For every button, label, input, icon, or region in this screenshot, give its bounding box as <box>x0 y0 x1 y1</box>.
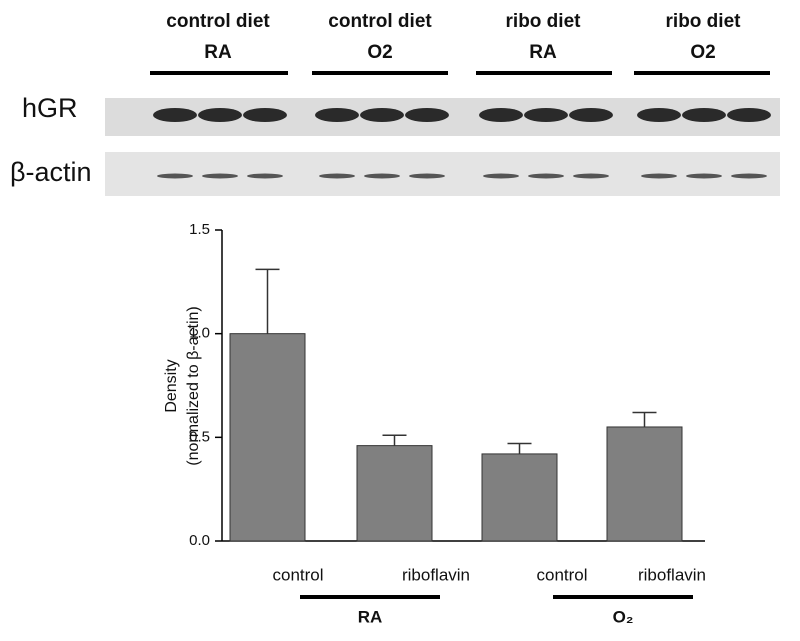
x-tick-label: control <box>536 565 587 584</box>
actin-band <box>157 173 193 179</box>
bar <box>356 445 433 542</box>
y-axis-label: (normalized to β-actin) <box>185 306 202 465</box>
actin-band <box>319 173 355 179</box>
blot-group-label: O2 <box>690 42 715 63</box>
actin-band <box>641 173 677 179</box>
actin-band <box>247 173 283 179</box>
hgr-band <box>727 108 771 122</box>
blot-group-label: O2 <box>367 42 392 63</box>
actin-band <box>364 173 400 179</box>
x-tick-label: control <box>272 565 323 584</box>
hgr-band <box>405 108 449 122</box>
hgr-band <box>153 108 197 122</box>
actin-band <box>686 173 722 179</box>
blot-group-label: ribo diet <box>666 11 742 32</box>
group-label: RA <box>358 607 383 626</box>
hgr-band <box>682 108 726 122</box>
y-tick-label: 1.0 <box>189 325 210 342</box>
x-tick-label: riboflavin <box>402 565 470 584</box>
y-tick-label: 0.5 <box>189 428 210 445</box>
hgr-band <box>637 108 681 122</box>
hgr-band <box>360 108 404 122</box>
error-bar <box>507 442 532 454</box>
y-tick-label: 0.0 <box>189 532 210 549</box>
y-tick-label: 1.5 <box>189 221 210 238</box>
error-bar <box>632 411 657 427</box>
error-bar <box>255 268 280 334</box>
hgr-band <box>569 108 613 122</box>
y-axis-label: Density <box>163 359 180 412</box>
actin-band <box>483 173 519 179</box>
row-label: β-actin <box>10 157 92 187</box>
actin-band <box>409 173 445 179</box>
actin-band <box>528 173 564 179</box>
blot-group-label: RA <box>529 42 557 63</box>
blot-group-label: control diet <box>328 11 432 32</box>
actin-band <box>573 173 609 179</box>
hgr-band <box>315 108 359 122</box>
bar <box>481 453 558 542</box>
hgr-band <box>198 108 242 122</box>
bar <box>229 333 306 542</box>
bar <box>606 426 683 542</box>
error-bar <box>382 434 407 446</box>
y-axis-title: Density (normalized to β-actin) <box>163 306 202 465</box>
x-tick-label: riboflavin <box>638 565 706 584</box>
blot-group-label: control diet <box>166 11 270 32</box>
row-label: hGR <box>22 93 78 123</box>
hgr-band <box>524 108 568 122</box>
actin-band <box>731 173 767 179</box>
hgr-band <box>479 108 523 122</box>
blot-group-label: ribo diet <box>506 11 582 32</box>
hgr-band <box>243 108 287 122</box>
actin-blot-strip <box>105 152 780 196</box>
blot-group-label: RA <box>204 42 232 63</box>
group-label: O₂ <box>613 607 634 626</box>
actin-band <box>202 173 238 179</box>
